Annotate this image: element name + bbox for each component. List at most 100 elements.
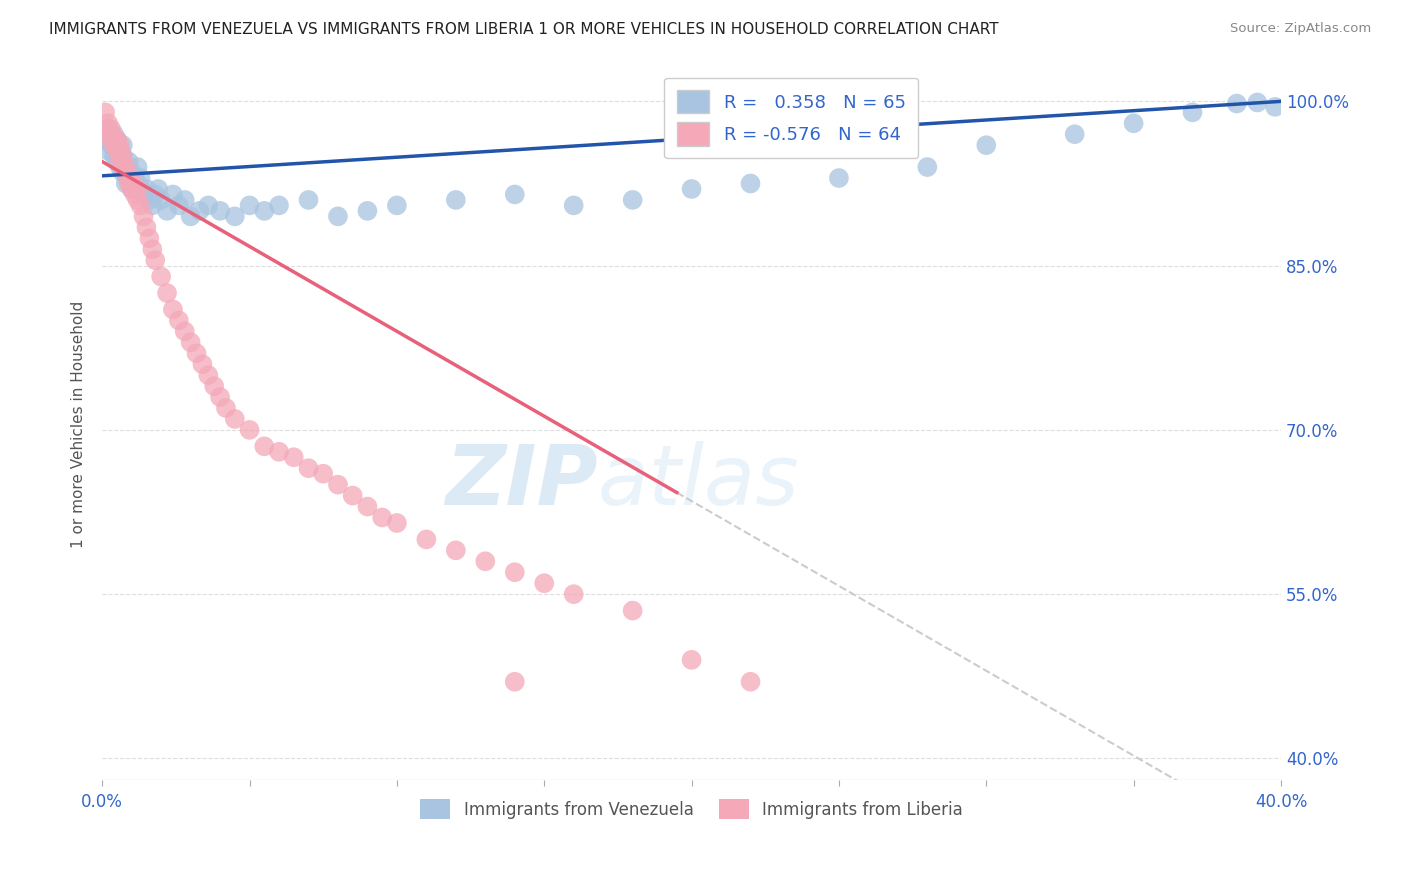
- Point: [186, 346, 208, 360]
- Point: [173, 193, 195, 207]
- Point: [143, 187, 166, 202]
- Point: [209, 390, 232, 404]
- Point: [180, 210, 202, 224]
- Point: [503, 566, 526, 580]
- Point: [621, 193, 644, 207]
- Point: [267, 444, 290, 458]
- Point: [118, 177, 141, 191]
- Point: [253, 203, 276, 218]
- Point: [105, 133, 128, 147]
- Point: [118, 171, 141, 186]
- Point: [681, 653, 703, 667]
- Text: IMMIGRANTS FROM VENEZUELA VS IMMIGRANTS FROM LIBERIA 1 OR MORE VEHICLES IN HOUSE: IMMIGRANTS FROM VENEZUELA VS IMMIGRANTS …: [49, 22, 998, 37]
- Point: [94, 133, 117, 147]
- Point: [129, 182, 152, 196]
- Point: [111, 149, 134, 163]
- Point: [562, 198, 585, 212]
- Point: [118, 154, 141, 169]
- Point: [138, 231, 160, 245]
- Point: [444, 543, 467, 558]
- Point: [681, 182, 703, 196]
- Point: [1063, 127, 1085, 141]
- Point: [150, 193, 173, 207]
- Point: [1246, 95, 1268, 110]
- Point: [108, 144, 131, 158]
- Point: [224, 412, 246, 426]
- Point: [253, 439, 276, 453]
- Point: [108, 138, 131, 153]
- Point: [114, 160, 136, 174]
- Point: [121, 182, 143, 196]
- Point: [97, 121, 120, 136]
- Point: [385, 516, 408, 530]
- Point: [108, 154, 131, 169]
- Point: [444, 193, 467, 207]
- Point: [111, 160, 134, 174]
- Point: [148, 182, 170, 196]
- Point: [132, 187, 155, 202]
- Text: atlas: atlas: [598, 441, 799, 522]
- Point: [215, 401, 238, 415]
- Point: [111, 149, 134, 163]
- Point: [156, 203, 179, 218]
- Point: [167, 198, 190, 212]
- Point: [415, 533, 437, 547]
- Point: [188, 203, 211, 218]
- Point: [105, 154, 128, 169]
- Point: [740, 674, 762, 689]
- Point: [94, 105, 117, 120]
- Legend: Immigrants from Venezuela, Immigrants from Liberia: Immigrants from Venezuela, Immigrants fr…: [413, 793, 969, 825]
- Point: [356, 203, 378, 218]
- Point: [114, 160, 136, 174]
- Point: [312, 467, 335, 481]
- Point: [197, 198, 219, 212]
- Point: [118, 171, 141, 186]
- Point: [167, 313, 190, 327]
- Point: [97, 116, 120, 130]
- Point: [533, 576, 555, 591]
- Point: [162, 187, 184, 202]
- Point: [124, 187, 146, 202]
- Point: [173, 324, 195, 338]
- Point: [297, 461, 319, 475]
- Point: [111, 165, 134, 179]
- Point: [202, 379, 225, 393]
- Point: [129, 198, 152, 212]
- Point: [97, 121, 120, 136]
- Point: [100, 127, 122, 141]
- Point: [503, 674, 526, 689]
- Point: [326, 477, 349, 491]
- Point: [100, 138, 122, 153]
- Point: [100, 127, 122, 141]
- Point: [1181, 105, 1204, 120]
- Point: [114, 177, 136, 191]
- Point: [1122, 116, 1144, 130]
- Point: [474, 554, 496, 568]
- Point: [503, 187, 526, 202]
- Point: [100, 133, 122, 147]
- Point: [105, 144, 128, 158]
- Point: [1264, 100, 1286, 114]
- Point: [197, 368, 219, 383]
- Point: [114, 165, 136, 179]
- Point: [342, 489, 364, 503]
- Point: [267, 198, 290, 212]
- Point: [121, 182, 143, 196]
- Point: [132, 210, 155, 224]
- Point: [105, 144, 128, 158]
- Point: [121, 165, 143, 179]
- Point: [97, 144, 120, 158]
- Point: [385, 198, 408, 212]
- Point: [283, 450, 305, 465]
- Point: [917, 160, 939, 174]
- Point: [103, 127, 125, 141]
- Point: [238, 423, 260, 437]
- Point: [127, 182, 149, 196]
- Point: [1226, 96, 1249, 111]
- Point: [162, 302, 184, 317]
- Point: [124, 171, 146, 186]
- Point: [356, 500, 378, 514]
- Y-axis label: 1 or more Vehicles in Household: 1 or more Vehicles in Household: [72, 301, 86, 548]
- Point: [180, 335, 202, 350]
- Point: [127, 160, 149, 174]
